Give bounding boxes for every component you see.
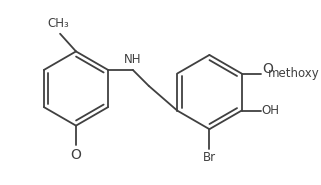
- Text: O: O: [71, 148, 82, 162]
- Text: CH₃: CH₃: [48, 17, 69, 30]
- Text: OH: OH: [262, 104, 280, 117]
- Text: methoxy: methoxy: [268, 67, 320, 80]
- Text: Br: Br: [203, 151, 216, 164]
- Text: O: O: [262, 62, 273, 76]
- Text: NH: NH: [124, 53, 142, 66]
